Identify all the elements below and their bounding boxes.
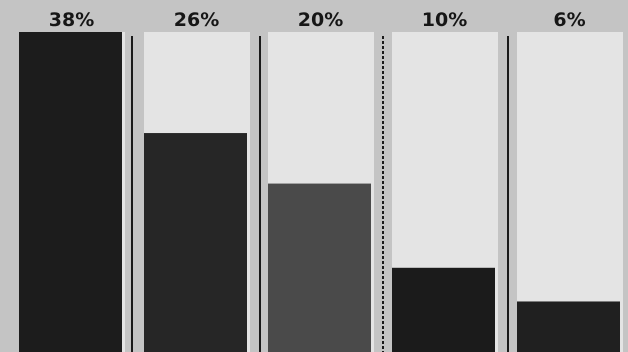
- bar-value-label-4: 10%: [422, 9, 467, 31]
- bar-1: [19, 32, 122, 352]
- bar-value-label-2: 26%: [174, 9, 219, 31]
- bars: [19, 32, 620, 352]
- column-separators: [131, 36, 509, 352]
- bar-4: [392, 267, 495, 352]
- bar-track-5: [517, 32, 623, 352]
- bar-value-label-3: 20%: [298, 9, 343, 31]
- bar-value-label-5: 6%: [553, 9, 585, 31]
- data-labels: 38% 26% 20% 10% 6%: [49, 9, 586, 31]
- bar-2: [144, 133, 247, 352]
- bar-5: [517, 301, 620, 352]
- bar-value-label-1: 38%: [49, 9, 94, 31]
- bar-3: [268, 183, 371, 352]
